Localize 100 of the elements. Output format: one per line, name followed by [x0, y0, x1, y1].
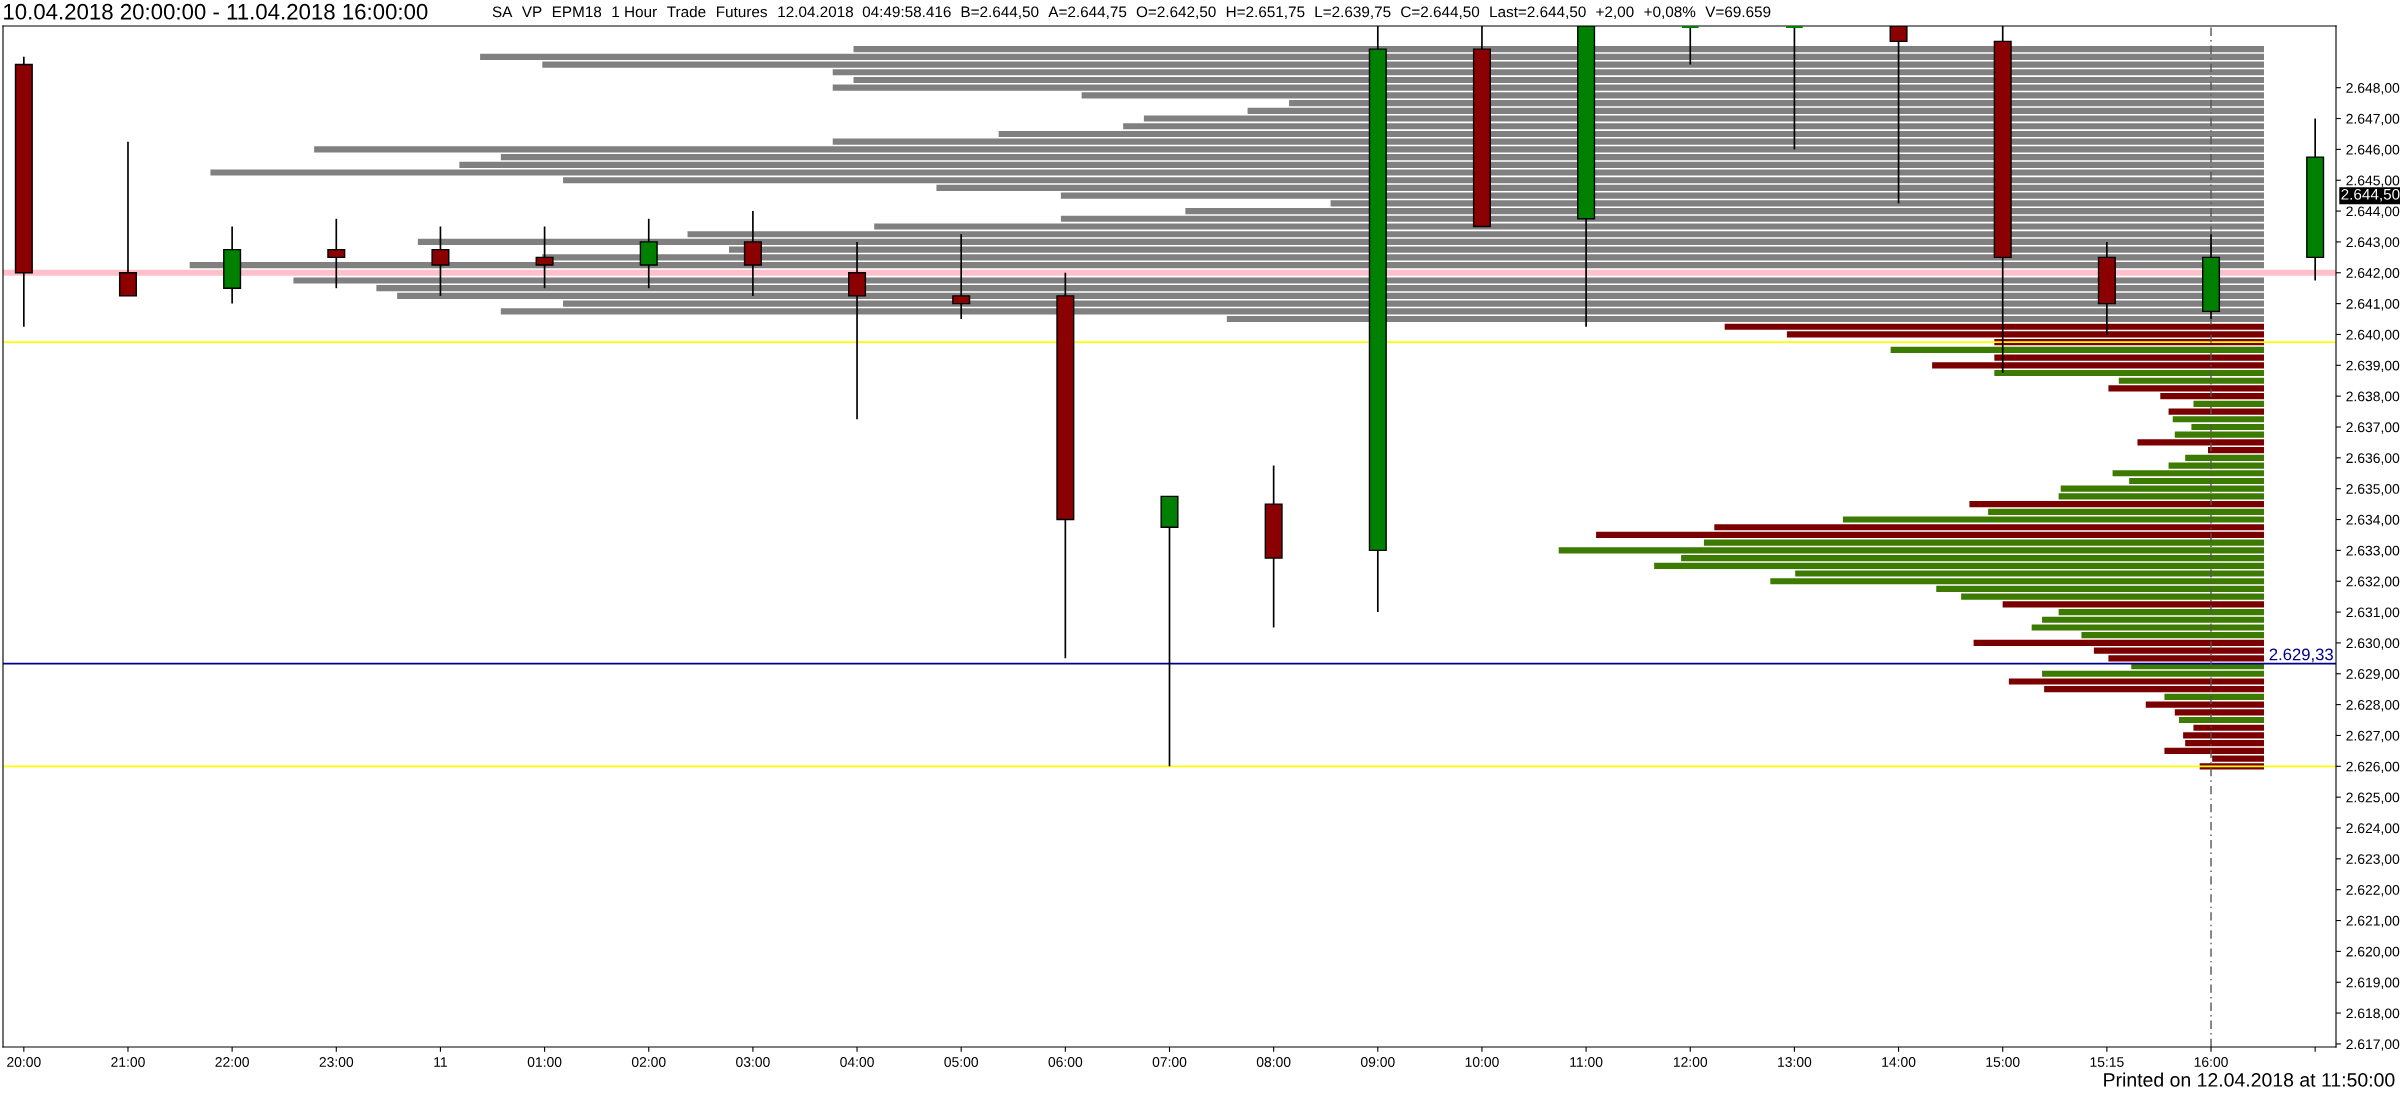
bar [2002, 601, 2264, 608]
bar [1226, 315, 2264, 323]
bar [2164, 747, 2264, 754]
text: Last=2.644,50 [1490, 6, 1586, 20]
bar [500, 154, 2264, 161]
bar [1185, 207, 2264, 215]
y-tick-label: 2.639,00 [2346, 360, 2400, 373]
y-tick-label: 2.642,00 [2346, 268, 2400, 280]
text: O=2.642,50 [1136, 6, 1216, 20]
y-tick-label: 2.619,00 [2346, 977, 2400, 990]
y-tick-label: 2.617,00 [2346, 1039, 2400, 1051]
x-tick-label: 09:00 [1360, 1057, 1395, 1067]
y-tick-label: 2.638,00 [2346, 391, 2400, 403]
text: Trade [667, 6, 706, 18]
candlestick [535, 225, 554, 290]
bar [1596, 531, 2264, 539]
y-tick-label: 2.632,00 [2346, 576, 2400, 589]
bar [2058, 608, 2264, 616]
x-tick-label: 20:00 [7, 1057, 41, 1067]
text: V=69.659 [1705, 6, 1771, 18]
y-tick-label: 2.636,00 [2346, 453, 2400, 465]
y-tick-label: 2.645,00 [2346, 175, 2400, 188]
bar [853, 76, 2264, 84]
text: L=2.639,75 [1315, 6, 1391, 20]
y-tick-label: 2.631,00 [2346, 607, 2400, 619]
bar [853, 46, 2264, 53]
text: +0,08% [1644, 6, 1696, 20]
text: 2.644,50 [2341, 188, 2400, 202]
bar [1969, 501, 2264, 508]
candlestick [639, 217, 658, 290]
text: Printed on 12.04.2018 at 11:50:00 [2104, 1072, 2395, 1087]
bar [936, 184, 2264, 192]
x-tick-label: 23:00 [319, 1057, 354, 1067]
bar [2042, 670, 2264, 677]
x-tick-label: 13:00 [1778, 1057, 1812, 1067]
y-tick-label: 2.646,00 [2346, 144, 2400, 157]
text: 12.04.2018 04:49:58.416 [778, 6, 951, 18]
candlestick [848, 241, 867, 421]
y-tick-label: 2.641,00 [2346, 298, 2400, 311]
y-tick-label: 2.640,00 [2346, 329, 2400, 342]
bar [2118, 377, 2264, 384]
y-tick-label: 2.621,00 [2346, 915, 2400, 928]
y-tick-label: 2.648,00 [2346, 83, 2400, 95]
y-tick-label: 2.635,00 [2346, 484, 2400, 496]
bar [1961, 593, 2264, 600]
text: A=2.644,75 [1048, 6, 1127, 20]
x-tick-label: 03:00 [736, 1057, 770, 1067]
y-tick-label: 2.647,00 [2346, 113, 2400, 126]
x-tick-label: 12:00 [1673, 1057, 1708, 1067]
x-tick-label: 06:00 [1048, 1057, 1083, 1067]
x-tick-label: 01:00 [527, 1057, 562, 1067]
x-tick-label: 14:00 [1882, 1057, 1916, 1067]
bar [1973, 639, 2264, 646]
text: Futures [717, 6, 767, 18]
y-tick-label: 2.625,00 [2346, 792, 2400, 804]
bar [2172, 416, 2264, 423]
bar [1714, 524, 2264, 531]
candlestick [118, 140, 138, 297]
y-tick-label: 2.624,00 [2346, 823, 2400, 835]
y-tick-label: 2.620,00 [2346, 946, 2400, 959]
text: 1 Hour [612, 6, 657, 18]
y-tick-label: 2.634,00 [2346, 514, 2400, 527]
y-tick-label: 2.637,00 [2346, 422, 2400, 434]
text: EPM18 [552, 6, 602, 18]
x-tick-label: 11:00 [1570, 1057, 1603, 1067]
bar [2168, 408, 2264, 415]
bar [2193, 400, 2264, 407]
x-tick-label: 15:00 [1986, 1057, 2020, 1067]
candlestick [431, 225, 450, 297]
ref-line-label: 2.629,33 [2269, 648, 2333, 663]
bar [2178, 716, 2264, 724]
y-tick-label: 2.618,00 [2346, 1008, 2400, 1020]
y-tick-label: 2.628,00 [2346, 699, 2400, 712]
bar [1994, 369, 2264, 377]
y-tick-label: 2.644,00 [2346, 206, 2400, 218]
chart-title: 10.04.2018 20:00:00 - 11.04.2018 16:00:00 [4, 3, 428, 20]
x-tick-label: 10:00 [1465, 1057, 1499, 1067]
x-tick-label: 15:15 [2090, 1057, 2124, 1067]
bar [998, 130, 2264, 138]
y-tick-label: 2.633,00 [2346, 545, 2400, 558]
bar [2191, 423, 2264, 431]
y-tick-label: 2.627,00 [2346, 730, 2400, 743]
x-tick-label: 04:00 [840, 1057, 874, 1067]
text: B=2.644,50 [961, 6, 1039, 20]
text: VP [521, 6, 542, 18]
y-tick-label: 2.623,00 [2346, 854, 2400, 866]
candlestick [327, 217, 346, 290]
candlestick [743, 210, 762, 297]
text: +2,00 [1596, 6, 1634, 20]
text: C=2.644,50 [1401, 6, 1480, 20]
bar [2174, 431, 2264, 438]
bar [2129, 477, 2264, 485]
y-tick-label: 2.629,00 [2346, 669, 2400, 681]
bar [1681, 555, 2264, 562]
text: SA [492, 6, 513, 18]
x-tick-label: 21:00 [111, 1057, 145, 1067]
x-tick-label: 22:00 [215, 1057, 249, 1067]
y-tick-label: 2.643,00 [2346, 237, 2400, 249]
x-tick-label: 05:00 [944, 1057, 979, 1067]
x-tick-label: 11 [434, 1057, 447, 1067]
